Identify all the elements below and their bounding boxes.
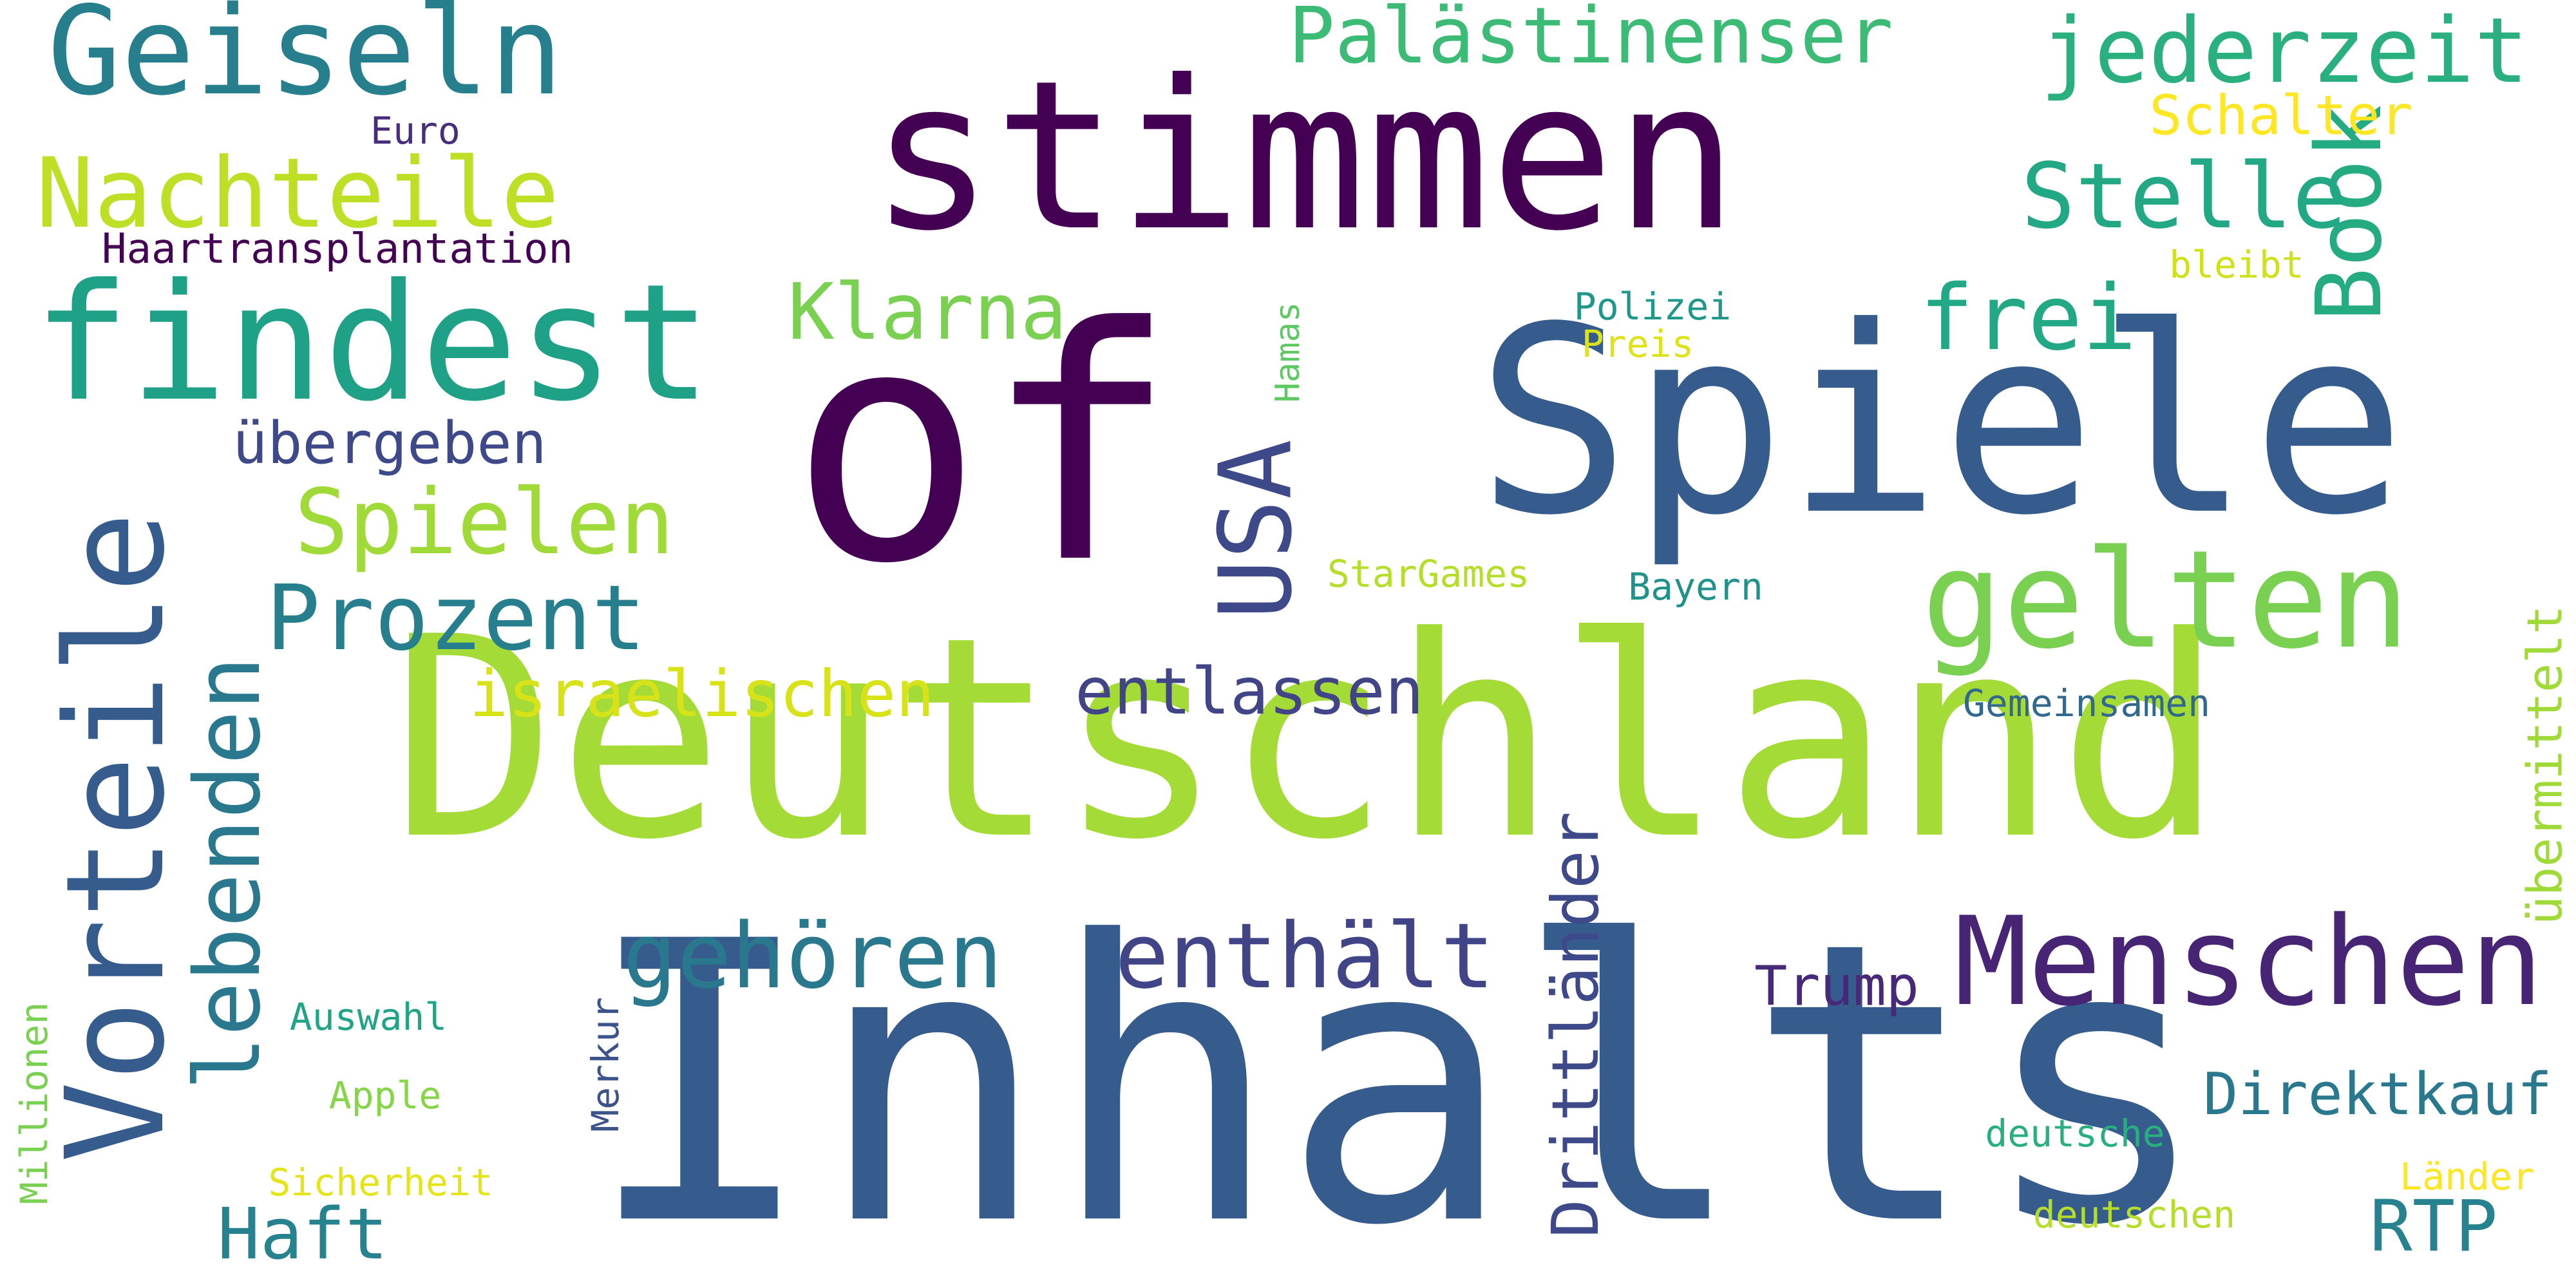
word-lebenden: lebenden xyxy=(176,656,281,1091)
word-findest: findest xyxy=(33,249,712,437)
word-gehoeren: gehören xyxy=(622,904,1003,1009)
word-hamas: Hamas xyxy=(1269,301,1307,403)
word-uebergeben: übergeben xyxy=(232,410,547,477)
word-stimmen: stimmen xyxy=(869,37,1739,276)
word-jederzeit: jederzeit xyxy=(2040,0,2529,104)
word-frei: frei xyxy=(1919,266,2137,371)
word-preis: Preis xyxy=(1581,322,1694,366)
word-haartransplantation: Haartransplantation xyxy=(101,225,574,273)
word-auswahl: Auswahl xyxy=(289,995,448,1039)
word-direktkauf: Direktkauf xyxy=(2203,1061,2552,1128)
word-sicherheit: Sicherheit xyxy=(268,1160,493,1204)
word-apple: Apple xyxy=(328,1074,442,1117)
word-millionen: Millionen xyxy=(12,1001,56,1205)
word-enthaelt: enthält xyxy=(1114,904,1495,1009)
word-bleibt: bleibt xyxy=(2169,243,2304,287)
word-polizei: Polizei xyxy=(1573,285,1732,328)
word-gemeinsamen: Gemeinsamen xyxy=(1962,681,2211,725)
word-palaestinenser: Palästinenser xyxy=(1288,0,1893,81)
word-euro: Euro xyxy=(370,109,460,153)
word-deutschen: deutschen xyxy=(2032,1193,2236,1236)
word-vorteile: Vorteile xyxy=(37,511,194,1163)
word-israelischen: israelischen xyxy=(469,656,935,732)
word-deutschland: Deutschland xyxy=(390,578,2224,900)
word-deutsche: deutsche xyxy=(1985,1112,2165,1155)
word-geiseln: Geiseln xyxy=(47,0,564,122)
word-spielen: Spielen xyxy=(294,470,675,575)
word-nachteile: Nachteile xyxy=(35,138,560,250)
word-bayern: Bayern xyxy=(1628,565,1763,609)
word-uebermittelt: übermittelt xyxy=(2516,605,2573,925)
word-menschen: Menschen xyxy=(1954,891,2544,1033)
word-spiele: Spiele xyxy=(1475,272,2407,572)
word-merkur: Merkur xyxy=(583,997,627,1132)
word-haft: Haft xyxy=(217,1193,388,1275)
word-inhalts: Inhalts xyxy=(583,860,2212,1288)
word-drittlaender: Drittländer xyxy=(1538,811,1613,1238)
word-stargames: StarGames xyxy=(1327,552,1530,596)
word-gelten: gelten xyxy=(1921,521,2410,679)
word-klarna: Klarna xyxy=(788,268,1067,357)
word-rtp: RTP xyxy=(2369,1185,2498,1267)
word-schalter: Schalter xyxy=(2149,84,2413,148)
word-entlassen: entlassen xyxy=(1075,654,1424,729)
word-of: of xyxy=(789,259,1178,634)
word-prozent: Prozent xyxy=(265,566,647,671)
word-usa: USA xyxy=(1197,439,1314,620)
word-laender: Länder xyxy=(2400,1155,2535,1198)
word-trump: Trump xyxy=(1754,954,1919,1019)
word-stelle: Stelle xyxy=(2021,144,2347,249)
